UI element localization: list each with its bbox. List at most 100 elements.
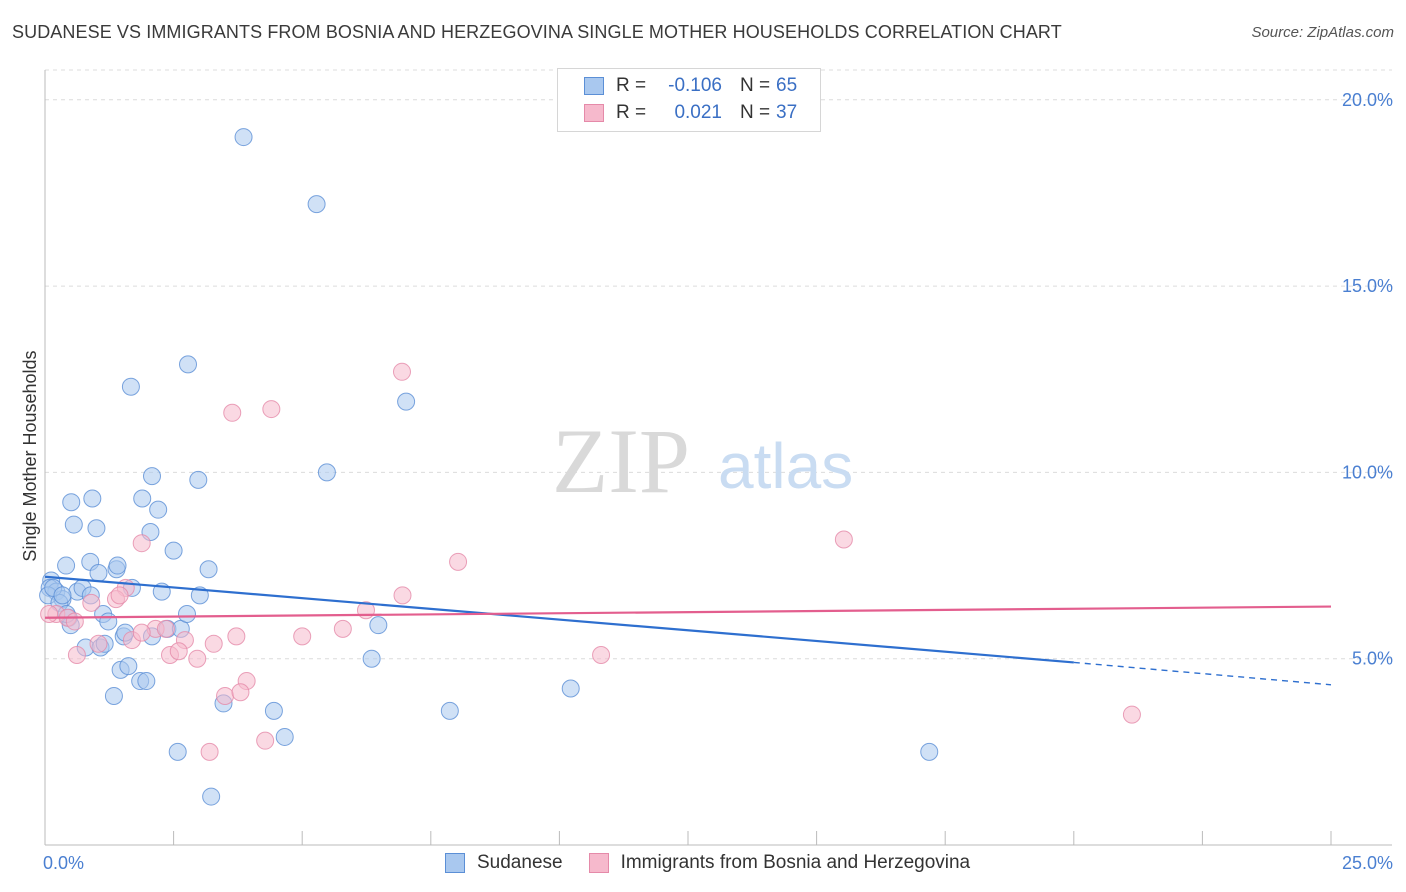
n-label: N = bbox=[740, 102, 771, 123]
sudanese-swatch bbox=[584, 77, 604, 95]
bosnia-point bbox=[132, 534, 151, 553]
sudanese-point bbox=[189, 470, 208, 489]
sudanese-point bbox=[179, 355, 198, 374]
stats-legend: R = -0.106 N = 65 R = 0.021 N = 37 bbox=[557, 68, 821, 132]
bosnia-point bbox=[132, 623, 151, 642]
n-value: 37 bbox=[776, 102, 798, 123]
bosnia-point bbox=[156, 619, 175, 638]
sudanese-point bbox=[561, 679, 580, 698]
bosnia-point bbox=[293, 627, 312, 646]
sudanese-point bbox=[99, 612, 118, 631]
bosnia-point bbox=[65, 612, 84, 631]
legend-item-bosnia: Immigrants from Bosnia and Herzegovina bbox=[588, 852, 971, 874]
bosnia-point bbox=[592, 645, 611, 664]
tick-labels: 5.0% 10.0% 15.0% 20.0% 0.0% 25.0% bbox=[43, 90, 1393, 873]
bosnia-point bbox=[200, 742, 219, 761]
sudanese-point bbox=[397, 392, 416, 411]
watermark-atlas: atlas bbox=[718, 430, 853, 502]
sudanese-point bbox=[168, 742, 187, 761]
sudanese-point bbox=[317, 463, 336, 482]
bosnia-point bbox=[262, 400, 281, 419]
gridlines bbox=[45, 69, 1392, 660]
chart-source: Source: ZipAtlas.com bbox=[1251, 24, 1394, 41]
sudanese-point bbox=[133, 489, 152, 508]
watermark: ZIP atlas bbox=[552, 410, 853, 512]
sudanese-point bbox=[202, 787, 221, 806]
bosnia-point bbox=[169, 642, 188, 661]
legend-label: Immigrants from Bosnia and Herzegovina bbox=[620, 852, 971, 873]
sudanese-point bbox=[920, 742, 939, 761]
bosnia-point bbox=[204, 634, 223, 653]
bosnia-point bbox=[834, 530, 853, 549]
trend-lines bbox=[44, 575, 1332, 686]
sudanese-point bbox=[177, 604, 196, 623]
sudanese-point bbox=[275, 727, 294, 746]
bosnia-point bbox=[82, 593, 101, 612]
stats-row-bosnia: R = 0.021 N = 37 bbox=[584, 100, 797, 126]
y-tick-label: 20.0% bbox=[1342, 90, 1393, 110]
bosnia-point bbox=[1122, 705, 1141, 724]
sudanese-point bbox=[83, 489, 102, 508]
bosnia-point bbox=[110, 586, 129, 605]
r-label: R = bbox=[616, 102, 647, 123]
sudanese-point bbox=[149, 500, 168, 519]
n-label: N = bbox=[740, 75, 771, 96]
sudanese-trend-extension bbox=[1073, 661, 1332, 686]
sudanese-point bbox=[142, 467, 161, 486]
r-value: 0.021 bbox=[674, 102, 722, 123]
sudanese-point bbox=[119, 657, 138, 676]
stats-row-sudanese: R = -0.106 N = 65 bbox=[584, 73, 797, 99]
bosnia-trend-line bbox=[44, 605, 1332, 619]
y-tick-label: 5.0% bbox=[1352, 649, 1393, 669]
sudanese-point bbox=[121, 377, 140, 396]
watermark-zip: ZIP bbox=[552, 410, 690, 512]
series-legend: Sudanese Immigrants from Bosnia and Herz… bbox=[445, 852, 996, 874]
sudanese-point bbox=[108, 556, 127, 575]
bosnia-swatch bbox=[584, 104, 604, 122]
bosnia-point bbox=[89, 634, 108, 653]
sudanese-point bbox=[87, 519, 106, 538]
bosnia-point bbox=[188, 649, 207, 668]
bosnia-point bbox=[256, 731, 275, 750]
legend-label: Sudanese bbox=[477, 852, 563, 873]
bosnia-point bbox=[223, 403, 242, 422]
sudanese-point bbox=[369, 616, 388, 635]
sudanese-point bbox=[264, 701, 283, 720]
sudanese-swatch bbox=[445, 853, 465, 873]
axes bbox=[44, 70, 1392, 846]
bosnia-point bbox=[40, 604, 59, 623]
y-tick-label: 10.0% bbox=[1342, 462, 1393, 482]
x-tick-label: 0.0% bbox=[43, 853, 84, 873]
x-tick-label: 25.0% bbox=[1342, 853, 1393, 873]
y-tick-label: 15.0% bbox=[1342, 276, 1393, 296]
r-label: R = bbox=[616, 75, 647, 96]
sudanese-point bbox=[164, 541, 183, 560]
bosnia-point bbox=[216, 686, 235, 705]
sudanese-point bbox=[307, 195, 326, 214]
sudanese-point bbox=[89, 564, 108, 583]
sudanese-point bbox=[199, 560, 218, 579]
bosnia-point bbox=[449, 552, 468, 571]
sudanese-point bbox=[362, 649, 381, 668]
sudanese-trend-line bbox=[44, 575, 1074, 664]
bosnia-point bbox=[393, 586, 412, 605]
sudanese-point bbox=[57, 556, 76, 575]
legend-item-sudanese: Sudanese bbox=[445, 852, 563, 874]
sudanese-point bbox=[104, 686, 123, 705]
n-value: 65 bbox=[776, 75, 798, 96]
r-value: -0.106 bbox=[668, 75, 722, 96]
sudanese-point bbox=[234, 128, 253, 147]
sudanese-point bbox=[64, 515, 83, 534]
bosnia-point bbox=[67, 645, 86, 664]
bosnia-point bbox=[333, 619, 352, 638]
sudanese-point bbox=[137, 672, 156, 691]
y-axis-label: Single Mother Households bbox=[20, 350, 40, 561]
sudanese-point bbox=[440, 701, 459, 720]
sudanese-point bbox=[190, 586, 209, 605]
sudanese-point bbox=[53, 586, 72, 605]
bosnia-point bbox=[392, 362, 411, 381]
data-points bbox=[39, 128, 1141, 806]
bosnia-swatch bbox=[588, 853, 609, 873]
chart-title: SUDANESE VS IMMIGRANTS FROM BOSNIA AND H… bbox=[12, 22, 1062, 42]
